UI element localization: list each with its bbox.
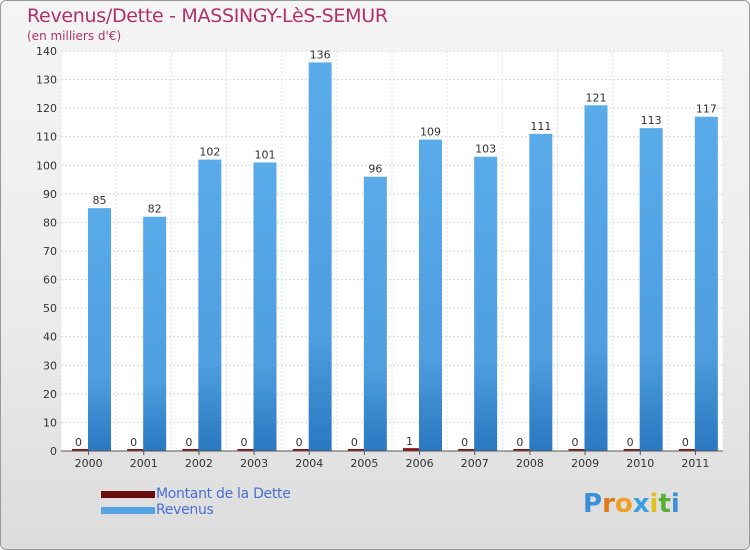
logo-letter: x (632, 489, 650, 519)
x-tick-label: 2001 (130, 457, 158, 470)
data-label-dette: 0 (572, 436, 579, 449)
bar-dette (347, 449, 371, 451)
x-tick-label: 2008 (516, 457, 544, 470)
data-label-revenus: 136 (310, 48, 331, 61)
bar-revenus (694, 116, 718, 451)
bar-revenus (198, 159, 222, 452)
bar-dette (292, 449, 316, 451)
data-label-dette: 0 (461, 436, 468, 449)
data-label-dette: 0 (241, 436, 248, 449)
bar-revenus (88, 208, 111, 451)
bar-dette (127, 449, 151, 451)
bar-dette (403, 448, 426, 451)
y-tick-label: 80 (43, 216, 57, 229)
data-label-revenus: 85 (93, 194, 107, 207)
data-label-revenus: 82 (148, 203, 162, 216)
bar-dette (623, 449, 647, 451)
logo-letter: t (658, 489, 671, 519)
bar-dette (237, 449, 261, 451)
legend-swatch-revenus (101, 507, 155, 514)
data-label-dette: 0 (351, 436, 358, 449)
data-label-revenus: 113 (641, 114, 662, 127)
data-label-revenus: 109 (420, 126, 441, 139)
logo-letter: P (583, 489, 603, 519)
data-label-dette: 1 (406, 435, 413, 448)
chart-subtitle: (en milliers d'€) (27, 29, 122, 43)
y-tick-label: 50 (43, 302, 57, 315)
data-label-revenus: 102 (199, 146, 220, 159)
x-tick-label: 2004 (295, 457, 323, 470)
legend-label-dette: Montant de la Dette (156, 486, 291, 502)
data-label-revenus: 121 (586, 91, 607, 104)
x-tick-label: 2003 (240, 457, 268, 470)
data-label-revenus: 101 (255, 148, 276, 161)
bar-revenus (474, 156, 498, 451)
data-label-revenus: 111 (530, 120, 551, 133)
x-tick-label: 2005 (350, 457, 378, 470)
data-label-dette: 0 (296, 436, 303, 449)
bar-revenus (363, 176, 387, 451)
data-label-dette: 0 (75, 436, 82, 449)
bar-revenus (529, 133, 553, 451)
data-label-revenus: 96 (368, 163, 382, 176)
y-tick-label: 100 (36, 159, 57, 172)
data-label-dette: 0 (682, 436, 689, 449)
logo-letter: r (602, 489, 615, 519)
data-label-revenus: 103 (475, 143, 496, 156)
y-tick-label: 20 (43, 388, 57, 401)
legend-swatch-dette (101, 491, 155, 498)
x-tick-label: 2000 (75, 457, 103, 470)
x-tick-label: 2011 (681, 457, 709, 470)
logo-letter: i (670, 489, 680, 519)
data-label-dette: 0 (627, 436, 634, 449)
y-tick-label: 10 (43, 416, 57, 429)
bar-dette (458, 449, 482, 451)
y-tick-label: 130 (36, 74, 57, 87)
x-tick-label: 2009 (571, 457, 599, 470)
y-tick-label: 30 (43, 359, 57, 372)
data-label-revenus: 117 (696, 103, 717, 116)
logo-letter: o (614, 489, 633, 519)
y-tick-label: 70 (43, 245, 57, 258)
bar-revenus (308, 62, 332, 452)
y-tick-label: 120 (36, 102, 57, 115)
data-label-dette: 0 (130, 436, 137, 449)
proxiti-logo: Proxiti (583, 489, 680, 519)
chart-title: Revenus/Dette - MASSINGY-LèS-SEMUR (27, 5, 388, 27)
bar-revenus (419, 139, 442, 452)
data-label-dette: 0 (516, 436, 523, 449)
bar-dette (182, 449, 206, 451)
x-tick-label: 2006 (406, 457, 434, 470)
bar-revenus (143, 216, 167, 451)
data-label-dette: 0 (185, 436, 192, 449)
x-tick-label: 2010 (626, 457, 654, 470)
bar-revenus (639, 128, 663, 451)
logo-letter: i (649, 489, 659, 519)
bar-revenus (584, 105, 608, 452)
bar-dette (678, 449, 702, 451)
y-tick-label: 60 (43, 274, 57, 287)
bar-dette (513, 449, 537, 451)
y-tick-label: 40 (43, 331, 57, 344)
y-tick-label: 140 (36, 45, 57, 58)
bar-dette (72, 449, 95, 451)
y-tick-label: 90 (43, 188, 57, 201)
legend-label-revenus: Revenus (156, 502, 214, 518)
bar-revenus (253, 162, 277, 451)
y-tick-label: 0 (50, 445, 57, 458)
x-tick-label: 2002 (185, 457, 213, 470)
y-tick-label: 110 (36, 131, 57, 144)
bar-dette (568, 449, 592, 451)
x-tick-label: 2007 (461, 457, 489, 470)
